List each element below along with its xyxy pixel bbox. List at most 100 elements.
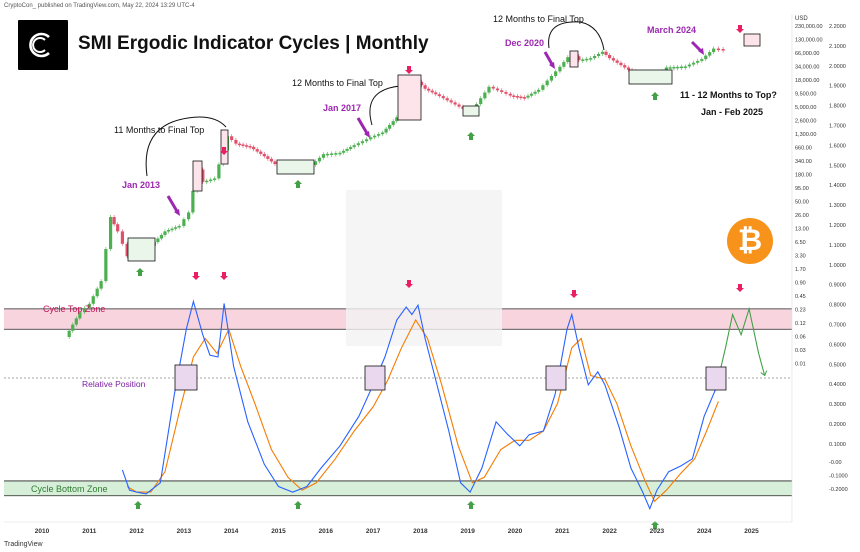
price-tick-label: 9,500.00: [795, 92, 816, 98]
price-candle: [515, 96, 519, 98]
price-candle: [593, 56, 597, 59]
price-candle: [201, 169, 205, 182]
bottom-marker-arrow: [136, 268, 144, 276]
price-candle: [664, 67, 668, 72]
top-marker-arrow: [220, 147, 228, 155]
price-candle: [479, 98, 483, 105]
price-candle: [156, 238, 160, 243]
price-candle: [78, 312, 82, 319]
chart-title: SMI Ergodic Indicator Cycles | Monthly: [78, 33, 429, 54]
price-candle: [388, 124, 392, 129]
price-candle: [377, 134, 381, 136]
highlight-box: [364, 365, 386, 391]
price-candle: [704, 55, 708, 60]
price-candle: [423, 85, 427, 89]
price-tick-label: 95.00: [795, 186, 809, 192]
price-candle: [364, 139, 369, 142]
annotation-date-2020: Dec 2020: [505, 38, 544, 48]
price-candle: [522, 97, 527, 99]
price-tick-label: 5,000.00: [795, 105, 816, 111]
price-candle: [230, 136, 234, 140]
price-tick-label: 3.30: [795, 254, 806, 260]
x-tick-label: 2017: [366, 528, 381, 535]
price-candle: [626, 67, 631, 70]
price-candle: [504, 92, 508, 94]
annotations-layer: Cycle Top Zone Cycle Bottom Zone Relative …: [31, 14, 777, 529]
price-candle: [721, 49, 725, 51]
price-candle: [87, 303, 91, 308]
highlight-box: [545, 365, 567, 391]
price-candle: [213, 178, 217, 180]
x-tick-label: 2013: [177, 528, 192, 535]
annotation-months-2017: 12 Months to Final Top: [292, 78, 383, 88]
annotation-question: 11 - 12 Months to Top?: [680, 90, 777, 100]
price-candle: [427, 88, 431, 91]
price-candle: [391, 121, 395, 125]
price-candle: [623, 65, 627, 68]
price-tick-label: 130,000.00: [795, 38, 823, 44]
indicator-tick-label: -0.00: [829, 460, 842, 466]
highlight-box: [569, 50, 579, 68]
x-tick-label: 2015: [271, 528, 286, 535]
bottom-marker-arrow: [651, 92, 659, 100]
price-candle: [554, 71, 558, 76]
top-marker-arrow: [405, 280, 413, 288]
indicator-tick-label: 0.1000: [829, 442, 846, 448]
bottom-marker-arrow: [467, 501, 475, 509]
annotation-date-2013: Jan 2013: [122, 180, 160, 190]
price-candle: [241, 144, 245, 146]
price-candle: [596, 53, 601, 57]
x-tick-label: 2010: [35, 528, 50, 535]
bottom-marker-arrow: [294, 180, 302, 188]
smi-fast-line: [121, 299, 717, 511]
price-candle: [234, 139, 238, 144]
x-tick-label: 2024: [697, 528, 712, 535]
publisher-header: CryptoCon_ published on TradingView.com,…: [4, 3, 195, 9]
annotation-target-window: Jan - Feb 2025: [701, 107, 763, 117]
price-candle: [159, 234, 164, 239]
indicator-tick-label: 2.2000: [829, 24, 846, 30]
price-candle: [341, 150, 346, 153]
price-candle: [334, 153, 338, 155]
price-candle: [676, 66, 680, 69]
price-candle: [545, 80, 549, 86]
price-candle: [205, 180, 209, 183]
price-tick-label: 13.00: [795, 227, 809, 233]
price-candle: [369, 137, 373, 140]
price-candle: [177, 225, 181, 228]
x-tick-label: 2011: [82, 528, 96, 535]
price-tick-label: 18,000.00: [795, 78, 819, 84]
cycle-bottom-zone-label: Cycle Bottom Zone: [31, 484, 108, 494]
price-candle: [608, 54, 612, 59]
price-tick-label: 0.06: [795, 335, 806, 341]
top-marker-arrow: [405, 66, 413, 74]
indicator-tick-label: 1.6000: [829, 143, 846, 149]
bitcoin-icon: ₿: [727, 218, 773, 264]
price-candle: [604, 51, 608, 55]
price-candle: [700, 59, 704, 61]
price-tick-label: 50.00: [795, 200, 809, 206]
price-candle: [566, 57, 570, 62]
price-candle: [434, 92, 438, 95]
price-candle: [716, 48, 720, 51]
x-tick-label: 2018: [413, 528, 428, 535]
price-candle: [483, 92, 487, 99]
highlight-box: [743, 33, 761, 47]
pointer-arrowhead: [364, 131, 370, 138]
bottom-marker-arrow: [134, 501, 142, 509]
indicator-tick-label: 1.9000: [829, 84, 846, 90]
price-candle: [668, 67, 672, 69]
zones-layer: [4, 190, 792, 497]
price-tick-label: 0.12: [795, 321, 806, 327]
x-tick-label: 2025: [744, 528, 759, 535]
indicator-tick-label: 0.2000: [829, 422, 846, 428]
indicator-tick-label: 1.8000: [829, 104, 846, 110]
indicator-tick-label: 0.5000: [829, 362, 846, 368]
price-candle: [512, 95, 516, 98]
price-candle: [99, 281, 103, 289]
price-candle: [533, 91, 537, 94]
price-candle: [419, 81, 424, 86]
price-candle: [259, 151, 263, 154]
indicator-tick-label: 1.2000: [829, 223, 846, 229]
